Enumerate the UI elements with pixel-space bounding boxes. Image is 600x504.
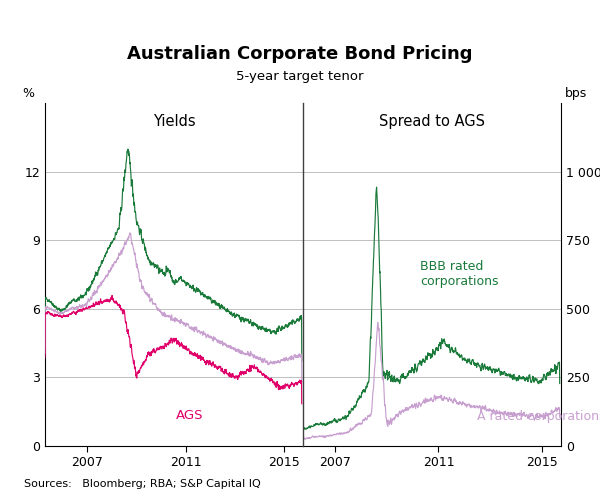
Text: A rated corporations: A rated corporations	[477, 410, 600, 423]
Text: Spread to AGS: Spread to AGS	[379, 113, 485, 129]
Text: AGS: AGS	[176, 409, 203, 422]
Text: Australian Corporate Bond Pricing: Australian Corporate Bond Pricing	[127, 45, 473, 63]
Text: bps: bps	[565, 87, 587, 100]
Text: Sources:   Bloomberg; RBA; S&P Capital IQ: Sources: Bloomberg; RBA; S&P Capital IQ	[24, 479, 261, 489]
Text: %: %	[22, 87, 34, 100]
Text: 5-year target tenor: 5-year target tenor	[236, 70, 364, 83]
Text: Yields: Yields	[152, 113, 196, 129]
Text: BBB rated
corporations: BBB rated corporations	[421, 260, 499, 288]
